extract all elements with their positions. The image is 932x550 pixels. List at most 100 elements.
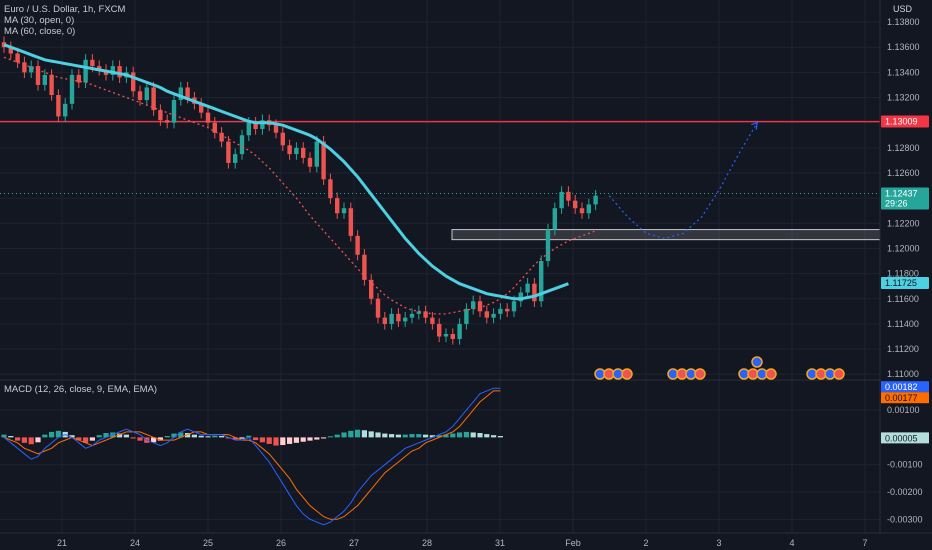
candle[interactable] <box>42 74 47 85</box>
candle[interactable] <box>335 198 340 214</box>
candle[interactable] <box>348 208 353 236</box>
candle[interactable] <box>545 229 551 262</box>
symbol-title[interactable]: Euro / U.S. Dollar, 1h, FXCM <box>4 4 126 15</box>
candle[interactable] <box>239 135 245 155</box>
candle[interactable] <box>559 191 564 209</box>
candle[interactable] <box>8 47 13 54</box>
candle[interactable] <box>511 301 517 312</box>
economic-events[interactable] <box>594 356 845 380</box>
candle[interactable] <box>369 279 374 299</box>
candle[interactable] <box>450 333 455 340</box>
candle[interactable] <box>63 103 68 117</box>
candle[interactable] <box>205 112 211 123</box>
candle[interactable] <box>219 132 224 142</box>
candle[interactable] <box>389 313 394 324</box>
candle[interactable] <box>586 204 591 214</box>
price-pane[interactable] <box>0 36 881 345</box>
candle[interactable] <box>49 74 54 96</box>
candle[interactable] <box>110 66 115 75</box>
event-flag-icon[interactable] <box>833 368 845 380</box>
macd-axis[interactable]: 0.00100 -0.00100 -0.00200 -0.00300 <box>887 405 923 524</box>
candle[interactable] <box>253 122 258 129</box>
candle[interactable] <box>165 120 170 123</box>
macd-pane[interactable] <box>1 387 503 526</box>
candle[interactable] <box>396 313 401 322</box>
candle[interactable] <box>518 292 523 302</box>
candle[interactable] <box>491 313 496 318</box>
time-axis[interactable]: 21 24 25 26 27 28 31 Feb 2 3 4 7 <box>57 538 868 548</box>
candle[interactable] <box>566 191 571 201</box>
candle[interactable] <box>226 141 231 163</box>
candle[interactable] <box>76 74 81 83</box>
event-flag-icon[interactable] <box>694 368 706 380</box>
candle[interactable] <box>287 145 292 155</box>
candle[interactable] <box>430 317 435 324</box>
candle[interactable] <box>158 110 163 121</box>
candle[interactable] <box>403 317 408 322</box>
candle[interactable] <box>409 313 415 318</box>
candle[interactable] <box>69 74 75 104</box>
candle[interactable] <box>341 208 347 214</box>
candle[interactable] <box>573 200 578 209</box>
candle[interactable] <box>273 125 279 133</box>
macd-line[interactable] <box>3 387 501 526</box>
candle[interactable] <box>178 87 183 101</box>
candle[interactable] <box>22 62 27 73</box>
event-flag-icon[interactable] <box>765 368 777 380</box>
candle[interactable] <box>29 66 34 73</box>
candle[interactable] <box>321 141 326 180</box>
candle[interactable] <box>307 157 313 167</box>
candle[interactable] <box>56 95 61 117</box>
candle[interactable] <box>199 103 204 113</box>
ma-60-legend[interactable]: MA (60, close, 0) <box>4 26 76 37</box>
candle[interactable] <box>35 66 41 85</box>
candle[interactable] <box>498 308 503 314</box>
candle[interactable] <box>457 323 462 340</box>
candle[interactable] <box>593 195 598 205</box>
ma-30-legend[interactable]: MA (30, open, 0) <box>4 15 75 26</box>
candle[interactable] <box>471 301 476 309</box>
projection-path[interactable] <box>608 122 758 240</box>
candle[interactable] <box>416 311 421 314</box>
candle[interactable] <box>579 208 585 214</box>
candle[interactable] <box>171 100 177 123</box>
candle[interactable] <box>382 317 387 324</box>
candle[interactable] <box>15 53 20 63</box>
support-zone[interactable] <box>451 229 881 241</box>
candle[interactable] <box>246 122 251 136</box>
candle[interactable] <box>477 301 483 312</box>
candle[interactable] <box>83 59 88 83</box>
ma-30-line[interactable] <box>3 56 596 315</box>
currency-label[interactable]: USD <box>893 4 913 14</box>
candle[interactable] <box>260 120 265 129</box>
candle[interactable] <box>539 261 544 302</box>
candle[interactable] <box>532 283 537 302</box>
candle[interactable] <box>185 87 190 98</box>
candle[interactable] <box>301 147 306 158</box>
candle[interactable] <box>117 66 122 78</box>
macd-legend[interactable]: MACD (12, 26, close, 9, EMA, EMA) <box>4 384 158 395</box>
candle[interactable] <box>552 208 557 230</box>
candle[interactable] <box>423 311 428 318</box>
candle[interactable] <box>137 91 143 101</box>
candle[interactable] <box>437 323 442 337</box>
candle[interactable] <box>212 122 217 133</box>
candle[interactable] <box>355 235 360 255</box>
candle[interactable] <box>151 87 156 111</box>
candle[interactable] <box>362 254 367 280</box>
candle[interactable] <box>144 87 149 101</box>
candle[interactable] <box>90 59 95 67</box>
event-flag-icon[interactable] <box>621 368 633 380</box>
candle[interactable] <box>131 72 136 92</box>
candle[interactable] <box>443 333 449 337</box>
candle[interactable] <box>280 132 285 146</box>
candle[interactable] <box>233 154 238 163</box>
candle[interactable] <box>97 66 102 70</box>
ma-60-line[interactable] <box>3 43 569 301</box>
candle[interactable] <box>525 283 530 293</box>
candle[interactable] <box>314 141 319 167</box>
candle[interactable] <box>375 298 381 318</box>
candle[interactable] <box>484 311 489 318</box>
candle[interactable] <box>505 308 510 312</box>
